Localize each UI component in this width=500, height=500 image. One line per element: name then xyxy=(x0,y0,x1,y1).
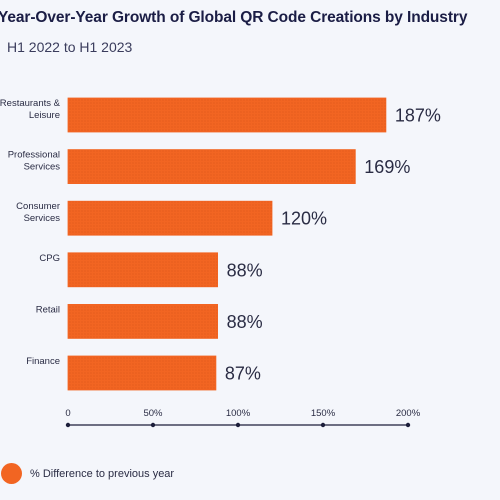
x-tick-label-2: 100% xyxy=(226,408,251,419)
x-tick-mark-4 xyxy=(405,422,411,428)
bar-5 xyxy=(67,355,217,391)
x-tick-mark-2 xyxy=(235,422,241,428)
category-label-2: Consumer Services xyxy=(16,201,60,224)
x-tick-mark-3 xyxy=(320,422,326,428)
x-tick-label-4: 200% xyxy=(396,408,421,419)
x-tick-label-0: 0 xyxy=(65,408,70,419)
bar-4 xyxy=(67,303,219,339)
value-label-4: 88% xyxy=(227,312,263,332)
bar-1 xyxy=(67,149,356,185)
bar-2 xyxy=(67,200,273,236)
category-label-1: Professional Services xyxy=(8,150,61,173)
value-label-3: 88% xyxy=(227,260,263,280)
category-label-3: CPG xyxy=(39,253,60,264)
x-tick-mark-0 xyxy=(65,422,71,428)
category-label-4: Retail xyxy=(36,304,60,315)
x-tick-mark-1 xyxy=(150,422,156,428)
value-label-1: 169% xyxy=(364,157,410,177)
value-label-0: 187% xyxy=(395,106,441,126)
bar-3 xyxy=(67,252,219,288)
chart-subtitle: H1 2022 to H1 2023 xyxy=(7,39,133,55)
category-label-5: Finance xyxy=(26,356,60,367)
bar-0 xyxy=(67,97,387,133)
value-label-5: 87% xyxy=(225,364,261,384)
value-label-2: 120% xyxy=(281,209,327,229)
x-tick-label-3: 150% xyxy=(311,408,336,419)
category-label-0: Restaurants & Leisure xyxy=(0,98,61,121)
chart-title: Year-Over-Year Growth of Global QR Code … xyxy=(0,9,468,26)
chart-legend: % Difference to previous year xyxy=(0,463,174,484)
legend-swatch xyxy=(1,463,22,484)
legend-label: % Difference to previous year xyxy=(30,467,175,480)
x-tick-label-1: 50% xyxy=(143,408,163,419)
